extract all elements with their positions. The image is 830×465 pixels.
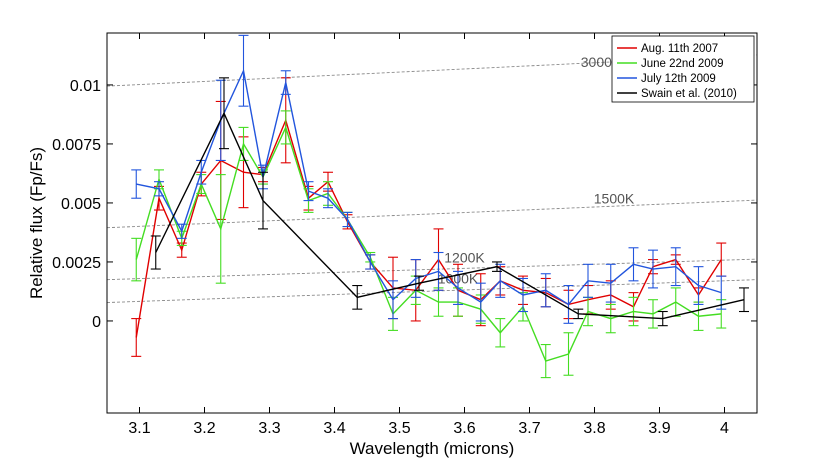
- legend-label: June 22nd 2009: [641, 58, 724, 70]
- y-tick-label: 0.005: [61, 196, 101, 213]
- x-tick-label: 3.7: [518, 420, 540, 437]
- axes: 3.1 3.2 3.3 3.4 3.5 3.6 3.7 3.8 3.9 4 0 0.0025 0.005…: [52, 33, 757, 437]
- x-tick-label: 3.2: [193, 420, 215, 437]
- reference-label-1200K: 1200K: [444, 250, 485, 266]
- x-axis-label: Wavelength (microns): [350, 439, 515, 458]
- series-3: [150, 77, 749, 327]
- legend-items: Aug. 11th 2007 June 22nd 2009 July 12th 20…: [617, 43, 737, 100]
- reference-curve-1000K: [106, 279, 758, 303]
- x-tick-label: 3.3: [258, 420, 280, 437]
- y-tick-label: 0.01: [70, 78, 101, 95]
- y-tick-label: 0.0075: [52, 137, 101, 154]
- series-line: [135, 125, 722, 362]
- x-tick-label: 3.1: [128, 420, 150, 437]
- legend-box: [611, 35, 755, 103]
- plot-area-frame: [106, 32, 758, 414]
- legend-label: July 12th 2009: [641, 73, 716, 85]
- y-tick-label: 0: [92, 314, 101, 331]
- x-tick-label: 4: [720, 420, 729, 437]
- legend: Aug. 11th 2007 June 22nd 2009 July 12th 20…: [611, 35, 755, 103]
- series-line: [136, 68, 722, 306]
- y-tick-label: 0.0025: [52, 255, 101, 272]
- data-series: [131, 34, 749, 379]
- x-tick-label: 3.5: [388, 420, 410, 437]
- y-axis-label: Relative flux (Fp/Fs): [27, 147, 46, 299]
- x-tick-label: 3.4: [323, 420, 345, 437]
- x-tick-label: 3.8: [583, 420, 605, 437]
- legend-label: Swain et al. (2010): [641, 88, 737, 100]
- reference-curve-1500K: [106, 199, 758, 229]
- reference-label-1500K: 1500K: [594, 190, 635, 206]
- legend-label: Aug. 11th 2007: [641, 43, 718, 55]
- x-tick-label: 3.9: [648, 420, 670, 437]
- series-2: [131, 34, 727, 324]
- x-tick-label: 3.6: [453, 420, 475, 437]
